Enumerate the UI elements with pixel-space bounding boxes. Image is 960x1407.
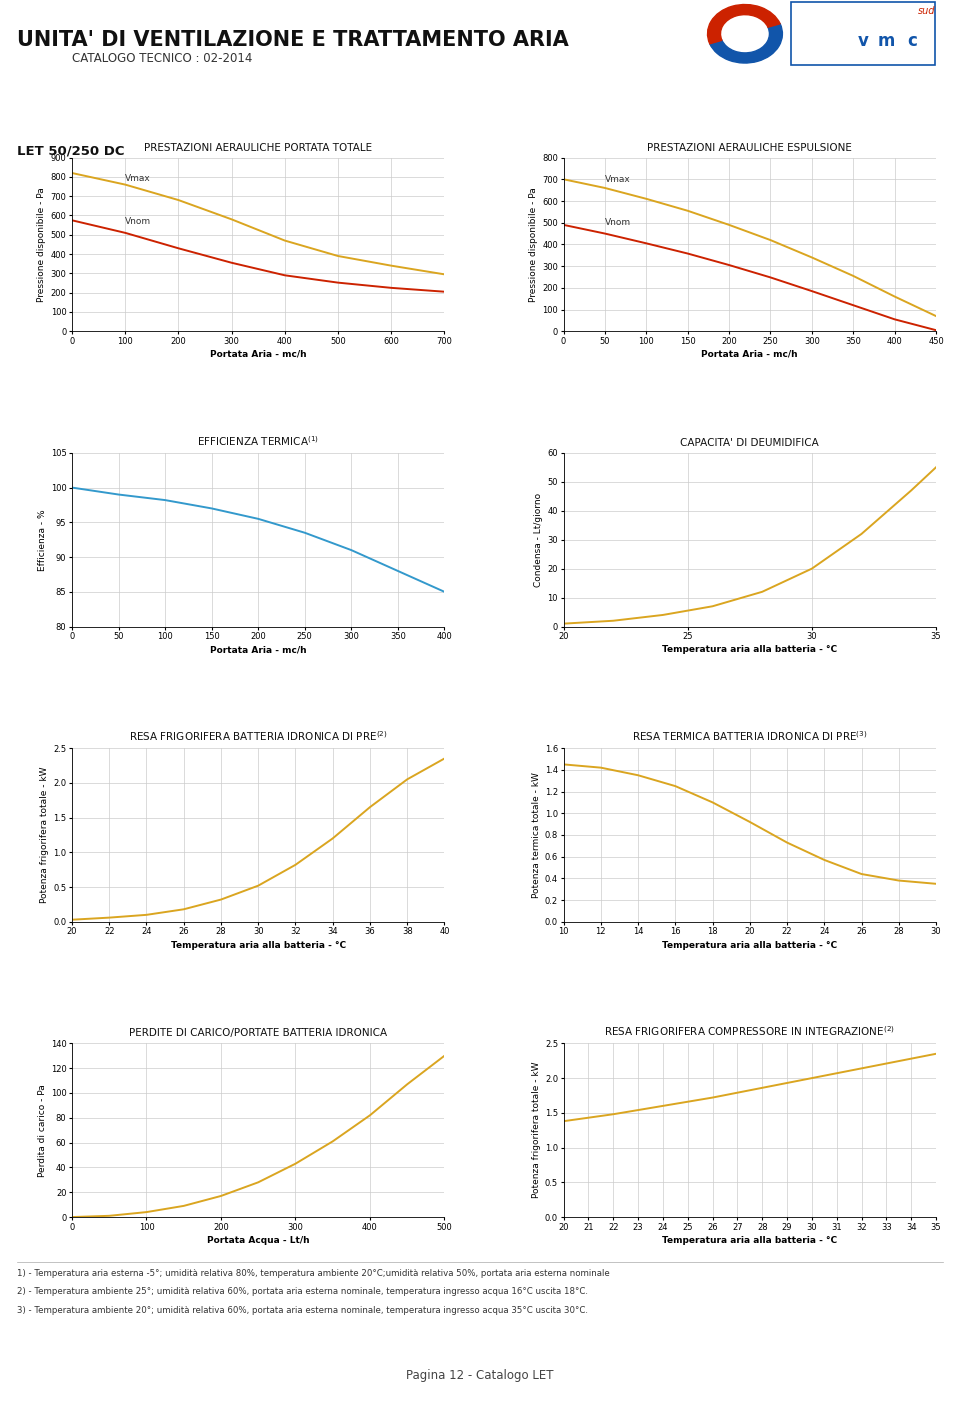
- Y-axis label: Pressione disponibile - Pa: Pressione disponibile - Pa: [529, 187, 538, 301]
- Title: RESA TERMICA BATTERIA IDRONICA DI PRE$^{(3)}$: RESA TERMICA BATTERIA IDRONICA DI PRE$^{…: [632, 729, 868, 743]
- X-axis label: Temperatura aria alla batteria - °C: Temperatura aria alla batteria - °C: [171, 940, 346, 950]
- Text: v: v: [857, 31, 869, 49]
- Text: 2) - Temperatura ambiente 25°; umidità relativa 60%, portata aria esterna nomina: 2) - Temperatura ambiente 25°; umidità r…: [17, 1287, 588, 1296]
- X-axis label: Temperatura aria alla batteria - °C: Temperatura aria alla batteria - °C: [662, 940, 837, 950]
- Title: PRESTAZIONI AERAULICHE PORTATA TOTALE: PRESTAZIONI AERAULICHE PORTATA TOTALE: [144, 142, 372, 152]
- Title: EFFICIENZA TERMICA$^{(1)}$: EFFICIENZA TERMICA$^{(1)}$: [197, 435, 319, 447]
- Text: sud: sud: [918, 6, 935, 17]
- FancyBboxPatch shape: [791, 3, 935, 65]
- X-axis label: Portata Aria - mc/h: Portata Aria - mc/h: [210, 350, 306, 359]
- Title: PERDITE DI CARICO/PORTATE BATTERIA IDRONICA: PERDITE DI CARICO/PORTATE BATTERIA IDRON…: [130, 1029, 387, 1038]
- Wedge shape: [709, 24, 782, 63]
- Wedge shape: [708, 4, 780, 44]
- Y-axis label: Perdita di carico - Pa: Perdita di carico - Pa: [37, 1083, 46, 1176]
- X-axis label: Portata Aria - mc/h: Portata Aria - mc/h: [210, 646, 306, 654]
- Text: 1) - Temperatura aria esterna -5°; umidità relativa 80%, temperatura ambiente 20: 1) - Temperatura aria esterna -5°; umidi…: [17, 1269, 610, 1278]
- X-axis label: Temperatura aria alla batteria - °C: Temperatura aria alla batteria - °C: [662, 646, 837, 654]
- Text: LET 50/250 DC: LET 50/250 DC: [17, 145, 125, 158]
- Text: UNITA' DI VENTILAZIONE E TRATTAMENTO ARIA: UNITA' DI VENTILAZIONE E TRATTAMENTO ARI…: [17, 30, 569, 49]
- X-axis label: Portata Aria - mc/h: Portata Aria - mc/h: [702, 350, 798, 359]
- Y-axis label: Potenza frigorifera totale - kW: Potenza frigorifera totale - kW: [40, 767, 49, 903]
- Title: RESA FRIGORIFERA COMPRESSORE IN INTEGRAZIONE$^{(2)}$: RESA FRIGORIFERA COMPRESSORE IN INTEGRAZ…: [605, 1024, 896, 1038]
- X-axis label: Temperatura aria alla batteria - °C: Temperatura aria alla batteria - °C: [662, 1235, 837, 1245]
- X-axis label: Portata Acqua - Lt/h: Portata Acqua - Lt/h: [207, 1235, 309, 1245]
- Text: Vnom: Vnom: [125, 217, 152, 227]
- Text: CATALOGO TECNICO : 02-2014: CATALOGO TECNICO : 02-2014: [72, 52, 252, 65]
- Y-axis label: Pressione disponibile - Pa: Pressione disponibile - Pa: [37, 187, 46, 301]
- Y-axis label: Condensa - Lt/giorno: Condensa - Lt/giorno: [534, 492, 543, 587]
- Text: c: c: [907, 31, 917, 49]
- Title: PRESTAZIONI AERAULICHE ESPULSIONE: PRESTAZIONI AERAULICHE ESPULSIONE: [647, 142, 852, 152]
- Text: 3) - Temperatura ambiente 20°; umidità relativa 60%, portata aria esterna nomina: 3) - Temperatura ambiente 20°; umidità r…: [17, 1306, 588, 1314]
- Text: Vnom: Vnom: [605, 218, 631, 227]
- Text: Vmax: Vmax: [605, 174, 631, 184]
- Title: CAPACITA' DI DEUMIDIFICA: CAPACITA' DI DEUMIDIFICA: [681, 438, 819, 447]
- Y-axis label: Efficienza - %: Efficienza - %: [37, 509, 46, 570]
- Text: Vmax: Vmax: [125, 173, 151, 183]
- Text: Pagina 12 - Catalogo LET: Pagina 12 - Catalogo LET: [406, 1369, 554, 1382]
- Y-axis label: Potenza frigorifera totale - kW: Potenza frigorifera totale - kW: [532, 1062, 540, 1199]
- Y-axis label: Potenza termica totale - kW: Potenza termica totale - kW: [532, 772, 540, 898]
- Text: m: m: [877, 31, 895, 49]
- Title: RESA FRIGORIFERA BATTERIA IDRONICA DI PRE$^{(2)}$: RESA FRIGORIFERA BATTERIA IDRONICA DI PR…: [129, 729, 388, 743]
